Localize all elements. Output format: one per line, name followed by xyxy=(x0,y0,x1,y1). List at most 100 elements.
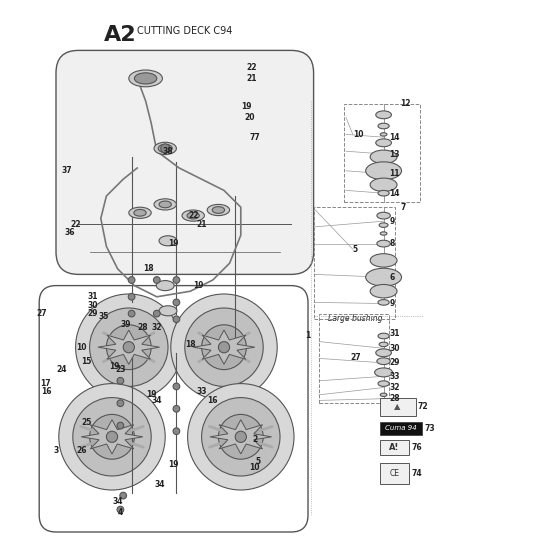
Text: 32: 32 xyxy=(389,383,400,392)
Text: 6: 6 xyxy=(389,273,394,282)
Circle shape xyxy=(161,144,170,153)
Text: Large bushing: Large bushing xyxy=(328,314,383,323)
Text: 76: 76 xyxy=(412,443,422,452)
Ellipse shape xyxy=(378,333,389,339)
Text: 5: 5 xyxy=(255,458,260,466)
Circle shape xyxy=(128,277,135,283)
Circle shape xyxy=(117,400,124,407)
Text: 28: 28 xyxy=(138,323,148,332)
Text: 36: 36 xyxy=(65,228,75,237)
Circle shape xyxy=(153,277,160,283)
Text: 16: 16 xyxy=(208,396,218,405)
Text: 13: 13 xyxy=(389,150,400,158)
Text: 21: 21 xyxy=(197,220,207,228)
Text: 9: 9 xyxy=(389,299,394,308)
Circle shape xyxy=(128,293,135,300)
Text: 38: 38 xyxy=(163,147,173,156)
Text: 19: 19 xyxy=(241,102,251,111)
Text: 37: 37 xyxy=(62,166,72,175)
Text: 12: 12 xyxy=(400,99,411,108)
Ellipse shape xyxy=(379,342,388,347)
Text: 74: 74 xyxy=(412,469,422,478)
Text: 24: 24 xyxy=(57,365,67,374)
Text: 10: 10 xyxy=(250,463,260,472)
Circle shape xyxy=(128,310,135,317)
Text: 19: 19 xyxy=(110,362,120,371)
Circle shape xyxy=(173,405,180,412)
Text: 26: 26 xyxy=(76,446,86,455)
Circle shape xyxy=(153,310,160,317)
Text: A2: A2 xyxy=(104,25,136,45)
Ellipse shape xyxy=(378,190,389,196)
Circle shape xyxy=(235,431,246,442)
Text: 19: 19 xyxy=(194,281,204,290)
Ellipse shape xyxy=(378,381,389,386)
Circle shape xyxy=(106,325,151,370)
Text: 18: 18 xyxy=(143,264,153,273)
Text: 20: 20 xyxy=(244,113,254,122)
FancyBboxPatch shape xyxy=(380,463,409,484)
Ellipse shape xyxy=(370,150,397,164)
Circle shape xyxy=(90,414,134,459)
FancyBboxPatch shape xyxy=(380,440,409,455)
Text: 10: 10 xyxy=(353,130,363,139)
Ellipse shape xyxy=(380,133,387,136)
Text: 16: 16 xyxy=(41,388,51,396)
Text: 29: 29 xyxy=(389,358,400,367)
Text: 34: 34 xyxy=(155,480,165,489)
Text: 3: 3 xyxy=(53,446,59,455)
Ellipse shape xyxy=(158,144,172,153)
Ellipse shape xyxy=(207,204,230,216)
Circle shape xyxy=(202,398,280,476)
Text: 21: 21 xyxy=(247,74,257,83)
Text: 22: 22 xyxy=(188,211,198,220)
Text: CUTTING DECK C94: CUTTING DECK C94 xyxy=(137,26,232,36)
Circle shape xyxy=(117,422,124,429)
Ellipse shape xyxy=(366,162,402,180)
Text: 19: 19 xyxy=(169,239,179,248)
Polygon shape xyxy=(81,419,143,454)
Text: 11: 11 xyxy=(389,169,400,178)
Ellipse shape xyxy=(376,111,391,119)
Text: 19: 19 xyxy=(169,460,179,469)
Ellipse shape xyxy=(212,207,225,213)
Ellipse shape xyxy=(377,212,390,219)
Polygon shape xyxy=(193,330,255,365)
Text: 1: 1 xyxy=(305,332,311,340)
Text: 14: 14 xyxy=(389,189,400,198)
Ellipse shape xyxy=(377,358,390,365)
FancyBboxPatch shape xyxy=(380,398,416,416)
Circle shape xyxy=(117,377,124,384)
Text: 77: 77 xyxy=(249,133,260,142)
Text: 8: 8 xyxy=(389,239,395,248)
Ellipse shape xyxy=(377,240,390,247)
Ellipse shape xyxy=(159,306,177,316)
Ellipse shape xyxy=(378,123,389,129)
Circle shape xyxy=(173,383,180,390)
Circle shape xyxy=(123,342,134,353)
Polygon shape xyxy=(210,419,272,454)
Text: 28: 28 xyxy=(389,394,400,403)
Ellipse shape xyxy=(378,300,389,305)
Text: 72: 72 xyxy=(417,402,428,411)
Text: 22: 22 xyxy=(71,220,81,228)
Text: 25: 25 xyxy=(82,418,92,427)
Text: 27: 27 xyxy=(350,353,361,362)
Ellipse shape xyxy=(370,284,397,298)
Text: 15: 15 xyxy=(82,357,92,366)
Text: Cuma 94: Cuma 94 xyxy=(385,426,416,431)
Text: 35: 35 xyxy=(99,312,109,321)
Ellipse shape xyxy=(156,281,174,291)
Circle shape xyxy=(173,277,180,283)
Text: 9: 9 xyxy=(389,217,394,226)
Ellipse shape xyxy=(154,199,176,210)
Ellipse shape xyxy=(129,207,151,218)
Text: 33: 33 xyxy=(389,372,400,381)
Text: 39: 39 xyxy=(121,320,131,329)
Circle shape xyxy=(202,325,246,370)
Text: 4: 4 xyxy=(118,508,123,517)
Text: 30: 30 xyxy=(389,344,400,353)
FancyBboxPatch shape xyxy=(56,50,314,274)
Text: 30: 30 xyxy=(87,301,97,310)
FancyBboxPatch shape xyxy=(380,422,422,435)
